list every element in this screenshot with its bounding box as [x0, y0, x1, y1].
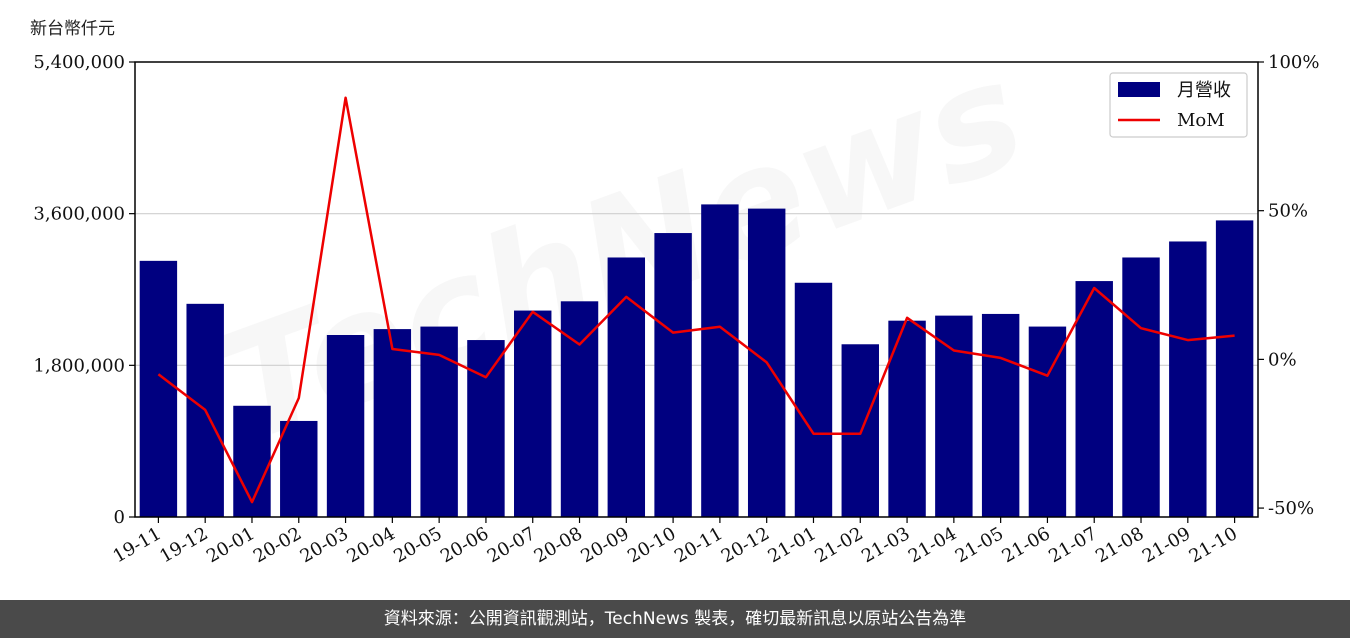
mom-line	[157, 96, 1235, 504]
left-y-tick-labels: 0 1,800,000 3,600,000 5,400,000	[33, 52, 135, 528]
x-tick-label: 21-04	[905, 523, 960, 567]
revenue-bar-19-11	[139, 260, 178, 517]
revenue-bar-21-06	[1028, 326, 1067, 517]
plot-frame	[134, 61, 1259, 518]
revenue-bar-20-11	[701, 204, 739, 518]
x-tick-label: 21-01	[765, 523, 820, 567]
legend-label-mom: MoM	[1177, 110, 1225, 131]
x-tick-label: 19-11	[109, 523, 164, 567]
x-tick-label: 20-05	[390, 523, 445, 567]
source-footer: 資料來源：公開資訊觀測站，TechNews 製表，確切最新訊息以原站公告為準	[0, 600, 1350, 638]
revenue-bar-20-02	[280, 420, 318, 517]
revenue-bar-21-09	[1169, 241, 1207, 517]
y-right-tick-label: 100%	[1268, 52, 1319, 73]
revenue-bar-20-04	[373, 329, 412, 517]
revenue-bar-21-07	[1075, 281, 1113, 517]
x-tick-label: 21-06	[998, 523, 1053, 567]
legend: 月營收 MoM	[1109, 72, 1248, 138]
x-tick-label: 20-07	[484, 523, 539, 567]
revenue-bar-21-08	[1122, 257, 1160, 517]
revenue-bar-21-10	[1215, 220, 1254, 517]
revenue-bar-20-06	[467, 340, 505, 517]
x-tick-label: 21-08	[1092, 523, 1147, 567]
axes	[134, 61, 1259, 518]
y-right-tick-label: -50%	[1268, 498, 1314, 519]
revenue-bar-21-01	[794, 282, 833, 517]
mom-line-path	[157, 96, 1235, 504]
x-tick-label: 21-07	[1045, 523, 1100, 567]
revenue-bar-21-03	[888, 320, 926, 517]
x-tick-label: 19-12	[156, 523, 211, 567]
x-tick-label: 21-10	[1186, 523, 1241, 567]
y-left-tick-label: 0	[114, 507, 125, 528]
x-tick-label: 20-09	[577, 523, 632, 567]
x-tick-label: 20-11	[671, 523, 726, 567]
revenue-chart: TechNews 19-1119-1220-0120-0220-0320-042…	[33, 52, 1320, 568]
x-tick-label: 21-02	[811, 523, 866, 567]
revenue-bar-21-04	[935, 315, 973, 517]
x-tick-label: 20-01	[203, 523, 258, 567]
x-tick-label: 20-12	[718, 523, 773, 567]
revenue-bar-20-07	[514, 310, 552, 517]
y-left-tick-label: 1,800,000	[33, 355, 125, 376]
y-right-tick-label: 50%	[1268, 201, 1308, 222]
x-tick-label: 21-05	[952, 523, 1007, 567]
x-tick-label: 21-03	[858, 523, 913, 567]
x-tick-label: 20-06	[437, 523, 492, 567]
revenue-bar-21-05	[981, 313, 1020, 517]
legend-swatch-bar	[1118, 82, 1160, 97]
revenue-bar-20-03	[326, 335, 365, 517]
y-axis-unit-label: 新台幣仟元	[30, 19, 115, 39]
x-tick-label: 20-02	[250, 523, 305, 567]
legend-label-revenue: 月營收	[1177, 80, 1231, 101]
x-tick-label: 20-08	[531, 523, 586, 567]
x-tick-label: 20-04	[343, 523, 398, 567]
revenue-bar-20-01	[233, 405, 271, 517]
y-left-tick-label: 3,600,000	[33, 204, 125, 225]
right-y-tick-labels: -50% 0% 50% 100%	[1258, 52, 1319, 519]
grid-lines	[135, 213, 1258, 366]
x-tick-label: 20-10	[624, 523, 679, 567]
x-tick-labels: 19-1119-1220-0120-0220-0320-0420-0520-06…	[109, 517, 1241, 567]
x-tick-label: 21-09	[1139, 523, 1194, 567]
x-tick-label: 20-03	[297, 523, 352, 567]
y-right-tick-label: 0%	[1268, 349, 1297, 370]
revenue-bar-20-09	[607, 257, 646, 517]
revenue-bar-20-08	[560, 301, 599, 517]
revenue-bar-20-10	[654, 233, 692, 517]
y-left-tick-label: 5,400,000	[33, 52, 125, 73]
revenue-bar-20-05	[420, 326, 458, 517]
